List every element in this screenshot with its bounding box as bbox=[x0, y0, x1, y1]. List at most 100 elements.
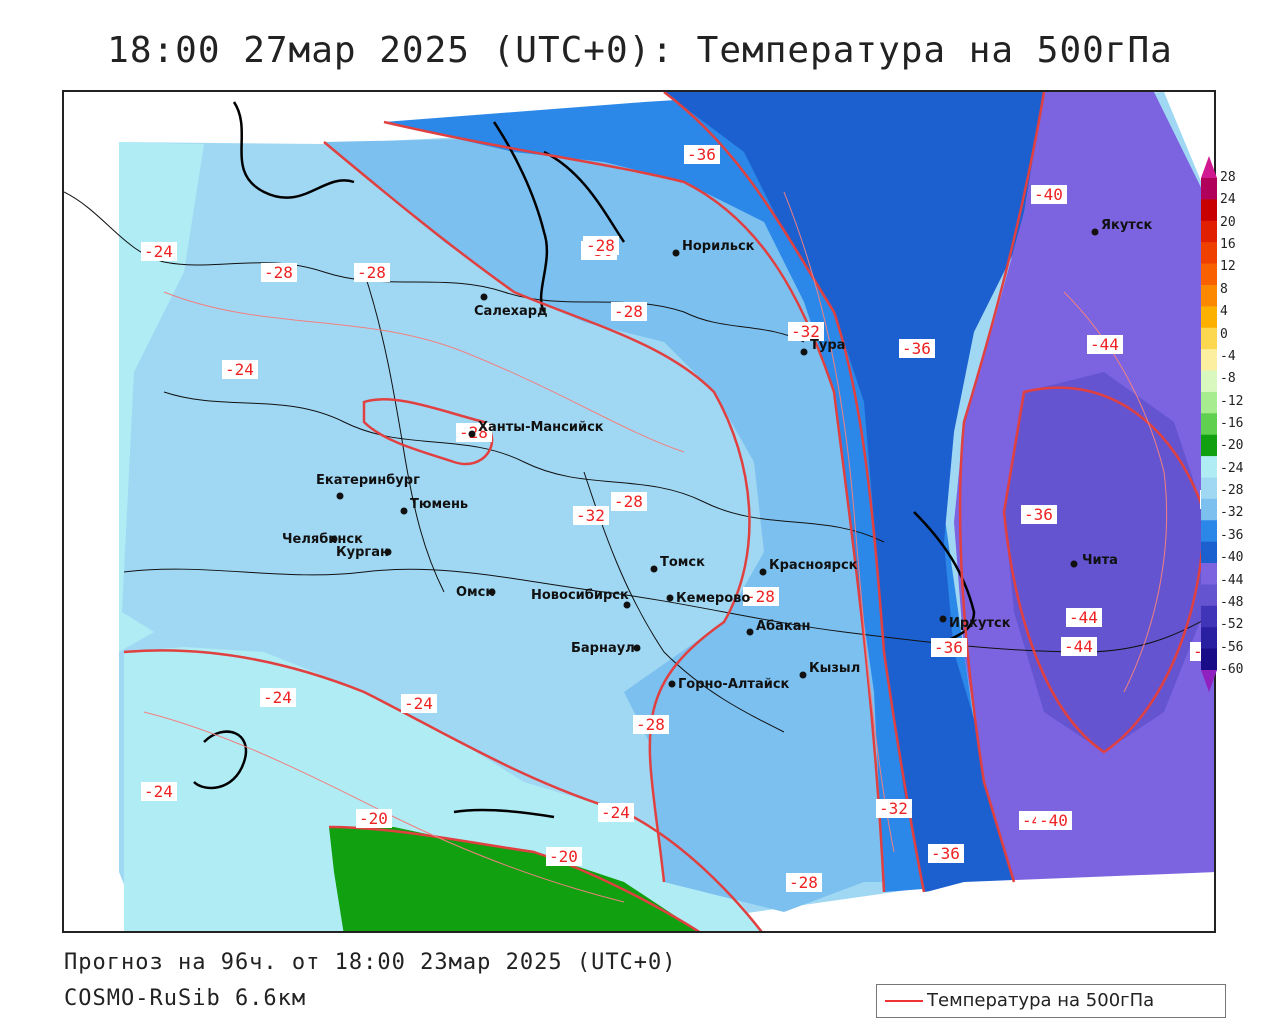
city-dot bbox=[330, 535, 338, 543]
city-dot bbox=[799, 671, 807, 679]
city-label: Томск bbox=[660, 555, 705, 570]
colorbar-top-arrow bbox=[1201, 156, 1217, 178]
svg-text:-24: -24 bbox=[225, 360, 254, 379]
isotherm-label: -32 bbox=[788, 322, 824, 341]
city-dot bbox=[650, 565, 658, 573]
city-dot bbox=[666, 594, 674, 602]
svg-text:-44: -44 bbox=[1064, 637, 1093, 656]
city-dot bbox=[400, 507, 408, 515]
city-label: Якутск bbox=[1101, 218, 1153, 233]
svg-text:-36: -36 bbox=[687, 145, 716, 164]
isotherm-label: -24 bbox=[598, 803, 634, 822]
colorbar-segment bbox=[1201, 498, 1217, 521]
legend-line-swatch bbox=[885, 1000, 923, 1002]
city-label: Иркутск bbox=[949, 616, 1011, 631]
isotherm-labels: -24 -28 -24 -36 -40 -28 -32 -36 -28 -36 -44 -32 -36 -… bbox=[141, 145, 1214, 892]
colorbar-bottom-arrow bbox=[1201, 670, 1217, 692]
svg-text:-28: -28 bbox=[614, 302, 643, 321]
isotherm-label: -36 bbox=[1021, 505, 1057, 524]
svg-text:-28: -28 bbox=[789, 873, 818, 892]
city-dot bbox=[336, 492, 344, 500]
svg-text:-28: -28 bbox=[614, 492, 643, 511]
forecast-info: Прогноз на 96ч. от 18:00 23мар 2025 (UTC… bbox=[64, 950, 677, 975]
colorbar-tick-label: -48 bbox=[1220, 594, 1244, 610]
colorbar-segment bbox=[1201, 263, 1217, 286]
svg-text:-24: -24 bbox=[404, 694, 433, 713]
city-dot bbox=[1070, 560, 1078, 568]
city-dot bbox=[668, 680, 676, 688]
colorbar-tick-label: -40 bbox=[1220, 550, 1244, 566]
city-label: Чита bbox=[1082, 553, 1118, 568]
colorbar-tick-label: 16 bbox=[1220, 237, 1236, 253]
city-dot bbox=[746, 628, 754, 636]
colorbar-tick-label: 28 bbox=[1220, 170, 1236, 185]
svg-text:-32: -32 bbox=[879, 799, 908, 818]
colorbar-segment bbox=[1201, 541, 1217, 564]
legend-label: Температура на 500гПа bbox=[927, 990, 1155, 1011]
coastline bbox=[193, 101, 976, 819]
svg-text:-40: -40 bbox=[1034, 185, 1063, 204]
map-title: 18:00 27мар 2025 (UTC+0): Температура на… bbox=[107, 30, 1173, 71]
svg-text:-24: -24 bbox=[144, 242, 173, 261]
colorbar-segment bbox=[1201, 563, 1217, 585]
colorbar-segment bbox=[1201, 370, 1217, 393]
colorbar-tick-label: 4 bbox=[1220, 304, 1228, 320]
svg-text:-28: -28 bbox=[264, 263, 293, 282]
isotherm-label: -24 bbox=[141, 242, 177, 261]
colorbar-tick-label: 8 bbox=[1220, 281, 1228, 297]
isotherm-label: -28 bbox=[611, 492, 647, 511]
city-label: Абакан bbox=[756, 619, 811, 634]
svg-text:-36: -36 bbox=[934, 638, 963, 657]
colorbar-tick-label: 12 bbox=[1220, 259, 1236, 275]
colorbar-tick-label: 0 bbox=[1220, 326, 1228, 342]
city-dot bbox=[672, 249, 680, 257]
isotherm-label: -28 bbox=[611, 302, 647, 321]
cities: Якутск Норильск Салехард Тура Ханты-Мансийск… bbox=[282, 218, 1153, 692]
colorbar-tick-label: -16 bbox=[1220, 416, 1244, 431]
isotherm-label: -28 bbox=[633, 715, 669, 734]
temperature-fill bbox=[64, 92, 1214, 931]
svg-text:-28: -28 bbox=[357, 263, 386, 282]
svg-text:-20: -20 bbox=[549, 847, 578, 866]
colorbar-segment bbox=[1201, 199, 1217, 222]
colorbar-tick-label: -8 bbox=[1220, 371, 1236, 387]
colorbar-segment bbox=[1201, 477, 1217, 500]
isotherm-label: -24 bbox=[141, 782, 177, 801]
colorbar-segment bbox=[1201, 434, 1217, 457]
city-dot bbox=[939, 615, 947, 623]
colorbar-segment bbox=[1201, 627, 1217, 650]
svg-text:-36: -36 bbox=[931, 844, 960, 863]
colorbar-segment bbox=[1201, 391, 1217, 414]
city-label: Омск bbox=[456, 585, 494, 600]
city-dot bbox=[480, 293, 488, 301]
svg-text:-28: -28 bbox=[636, 715, 665, 734]
svg-text:-44: -44 bbox=[1090, 335, 1119, 354]
svg-text:-24: -24 bbox=[144, 782, 173, 801]
model-name: COSMO-RuSib 6.6км bbox=[64, 986, 307, 1011]
isotherm-label: -28 bbox=[743, 587, 779, 606]
colorbar-tick-label: -28 bbox=[1220, 483, 1244, 499]
city-label: Красноярск bbox=[769, 558, 858, 573]
colorbar-tick-label: -24 bbox=[1220, 460, 1244, 476]
isotherm-label: -20 bbox=[356, 809, 392, 828]
map-legend: Температура на 500гПа bbox=[876, 984, 1226, 1018]
colorbar-segment bbox=[1201, 220, 1217, 243]
svg-text:-28: -28 bbox=[586, 236, 615, 255]
city-label: Салехард bbox=[474, 304, 548, 319]
colorbar-tick-label: -56 bbox=[1220, 639, 1244, 655]
isotherm-label: -32 bbox=[573, 506, 609, 525]
city-dot bbox=[800, 348, 808, 356]
city-dot bbox=[468, 430, 476, 438]
city-label: Барнаул bbox=[571, 641, 635, 656]
svg-text:-32: -32 bbox=[576, 506, 605, 525]
colorbar-segment bbox=[1201, 605, 1217, 628]
colorbar-tick-label: -44 bbox=[1220, 572, 1244, 588]
city-dot bbox=[384, 548, 392, 556]
colorbar-tick-label: -20 bbox=[1220, 438, 1244, 454]
isotherm-label: -44 bbox=[1061, 637, 1097, 656]
city-label: Горно-Алтайск bbox=[678, 677, 790, 692]
colorbar-segment bbox=[1201, 584, 1217, 607]
colorbar-tick-label: -52 bbox=[1220, 617, 1244, 633]
svg-text:-44: -44 bbox=[1069, 608, 1098, 627]
isotherm-label: -40 bbox=[1036, 811, 1072, 830]
